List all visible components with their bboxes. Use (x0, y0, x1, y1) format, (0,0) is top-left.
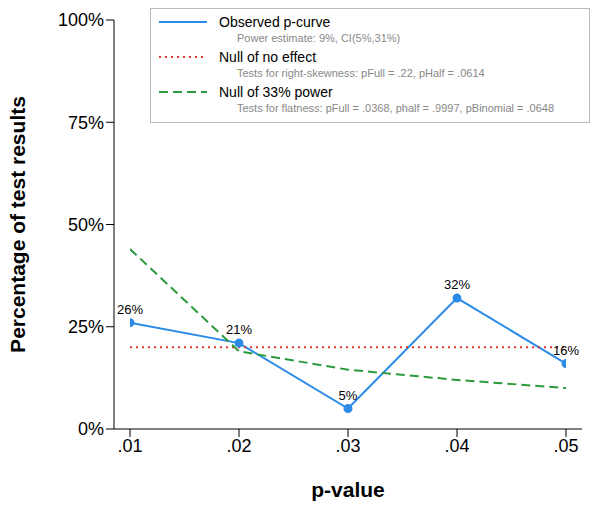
svg-text:26%: 26% (117, 302, 143, 317)
svg-text:5%: 5% (339, 388, 358, 403)
svg-text:.04: .04 (444, 436, 469, 456)
svg-text:100%: 100% (58, 10, 104, 30)
svg-text:.05: .05 (553, 436, 578, 456)
svg-text:0%: 0% (78, 419, 104, 439)
svg-text:50%: 50% (68, 215, 104, 235)
html-text:Null of no effect: Null of no effect (219, 49, 316, 65)
html-text:Tests for flatness: pFull = .0: Tests for flatness: pFull = .0368, phalf… (237, 102, 555, 114)
svg-text:p-value: p-value (311, 478, 385, 501)
svg-text:.02: .02 (226, 436, 251, 456)
svg-text:.03: .03 (335, 436, 360, 456)
svg-text:75%: 75% (68, 113, 104, 133)
html-text:Observed p-curve: Observed p-curve (219, 14, 331, 30)
svg-text:21%: 21% (226, 322, 252, 337)
html-text:Power estimate: 9%, CI(5%,31%): Power estimate: 9%, CI(5%,31%) (237, 32, 401, 44)
svg-text:25%: 25% (68, 317, 104, 337)
html-text:Tests for right-skewness: pFul: Tests for right-skewness: pFull = .22, p… (237, 67, 485, 79)
html-text:Null of 33% power: Null of 33% power (219, 84, 333, 100)
svg-text:Percentage of test results: Percentage of test results (8, 96, 29, 353)
svg-text:32%: 32% (444, 277, 470, 292)
svg-text:.01: .01 (117, 436, 142, 456)
svg-text:16%: 16% (553, 343, 579, 358)
